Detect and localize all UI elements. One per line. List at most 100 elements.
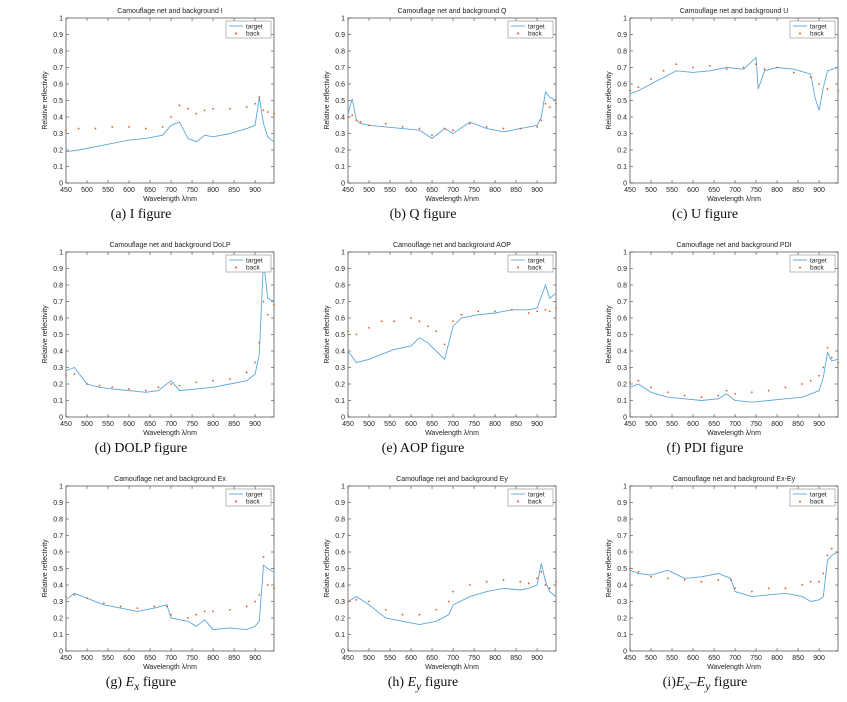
- x-tick-label: 700: [165, 421, 177, 428]
- data-point-back: [203, 109, 206, 112]
- data-point-back: [347, 116, 349, 118]
- data-point-back: [170, 116, 172, 118]
- data-point-back: [734, 393, 736, 395]
- y-tick-label: 0.3: [335, 131, 345, 138]
- data-point-back: [258, 594, 261, 596]
- data-point-back: [161, 126, 164, 128]
- x-tick-label: 550: [384, 187, 396, 194]
- data-point-back: [725, 389, 728, 392]
- data-point-back: [750, 391, 753, 394]
- data-point-back: [73, 594, 76, 596]
- data-point-back: [519, 127, 522, 130]
- x-tick-label: 900: [531, 187, 543, 194]
- x-tick-label: 700: [165, 187, 177, 194]
- plot-frame: [347, 485, 557, 652]
- x-tick-label: 750: [468, 187, 480, 194]
- x-tick-label: 700: [729, 655, 741, 662]
- caption-part: y: [416, 679, 422, 693]
- y-axis-label: Relative reflectivity: [324, 71, 331, 130]
- x-tick-label: 800: [771, 421, 783, 428]
- y-tick-label: 0.6: [335, 82, 345, 89]
- x-tick-label: 600: [687, 421, 699, 428]
- x-tick-label: 750: [468, 421, 480, 428]
- chart-title: Camouflage net and background Q: [398, 8, 508, 15]
- data-point-back: [544, 308, 547, 311]
- y-tick-label: 0.2: [53, 148, 63, 155]
- chart-title: Camouflage net and background Ex: [114, 476, 226, 483]
- x-tick-label: 450: [60, 187, 72, 194]
- data-point-back: [228, 608, 231, 611]
- x-tick-label: 650: [144, 421, 156, 428]
- x-tick-label: 500: [645, 187, 657, 194]
- caption-part: figure: [139, 675, 177, 690]
- legend-label-back: back: [810, 499, 824, 506]
- caption-text: (a) I figure: [110, 207, 172, 222]
- data-point-back: [527, 312, 530, 314]
- plot-frame: [629, 17, 839, 184]
- figure-caption: (c) U figure: [564, 207, 846, 223]
- data-point-back: [186, 107, 189, 110]
- y-tick-label: 0.9: [617, 32, 627, 39]
- data-point-back: [254, 102, 256, 105]
- plot-frame: [629, 485, 839, 652]
- data-point-back: [637, 86, 640, 89]
- legend-label-back: back: [528, 265, 542, 272]
- legend-swatch-back: [799, 266, 801, 269]
- data-point-back: [443, 127, 446, 130]
- data-point-back: [485, 580, 488, 583]
- x-tick-label: 700: [165, 655, 177, 662]
- y-axis-label: Relative reflectivity: [324, 305, 331, 364]
- caption-part: (h): [387, 675, 408, 690]
- legend-label-back: back: [528, 499, 542, 506]
- x-tick-label: 900: [249, 187, 261, 194]
- x-tick-label: 750: [750, 187, 762, 194]
- data-point-back: [776, 66, 778, 69]
- x-tick-label: 450: [624, 655, 636, 662]
- data-point-back: [830, 547, 833, 550]
- x-tick-label: 800: [207, 655, 219, 662]
- data-point-back: [767, 587, 770, 590]
- data-point-back: [401, 126, 404, 128]
- data-point-back: [763, 68, 766, 71]
- x-tick-label: 550: [102, 421, 114, 428]
- data-point-back: [368, 600, 370, 603]
- chart-svg: Camouflage net and background Ex 0 0.1 0.2 0…: [42, 476, 275, 671]
- x-axis-label: Wavelength λ/nm: [707, 430, 761, 437]
- data-point-back: [144, 389, 147, 392]
- y-tick-label: 0.1: [335, 632, 345, 639]
- chart-panel-5: Camouflage net and background AOP 0 0.1 0.2…: [282, 234, 564, 468]
- y-tick-label: 0.2: [335, 148, 345, 155]
- data-point-back: [837, 89, 839, 92]
- data-point-back: [347, 330, 349, 333]
- y-tick-label: 0.7: [617, 65, 627, 72]
- data-point-back: [700, 580, 703, 583]
- legend-label-target: target: [528, 258, 545, 265]
- data-point-back: [262, 300, 265, 303]
- data-point-back: [452, 129, 454, 132]
- y-tick-label: 0.1: [53, 632, 63, 639]
- y-tick-label: 0.4: [617, 583, 627, 590]
- data-point-back: [384, 122, 387, 125]
- data-point-back: [258, 96, 261, 99]
- data-point-back: [700, 396, 703, 399]
- legend-swatch-back: [799, 32, 801, 35]
- data-point-back: [784, 587, 787, 590]
- data-point-back: [157, 386, 160, 389]
- caption-part: E: [407, 675, 417, 690]
- legend-box: [789, 20, 836, 39]
- y-tick-label: 0.3: [617, 365, 627, 372]
- data-point-back: [544, 102, 547, 105]
- y-tick-label: 0.3: [53, 131, 63, 138]
- y-tick-label: 0.9: [335, 266, 345, 273]
- chart-svg: Camouflage net and background DoLP 0 0.1 0.…: [42, 242, 275, 437]
- x-tick-label: 750: [186, 187, 198, 194]
- data-point-back: [86, 383, 88, 385]
- caption-text: (d) DOLP figure: [94, 441, 188, 456]
- x-tick-label: 700: [447, 655, 459, 662]
- data-point-back: [447, 600, 450, 603]
- data-point-back: [536, 310, 538, 313]
- y-tick-label: 0.7: [617, 299, 627, 306]
- legend-box: [225, 20, 272, 39]
- y-tick-label: 0.1: [335, 164, 345, 171]
- data-point-back: [837, 551, 839, 553]
